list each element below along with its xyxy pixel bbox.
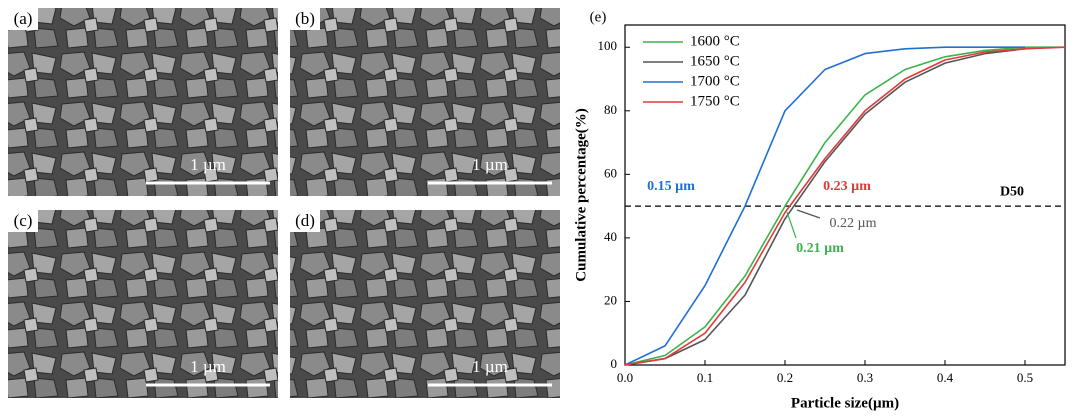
panel-label: (d) <box>295 211 315 230</box>
panel-label: (b) <box>295 9 315 28</box>
scale-bar-label: 1 µm <box>190 357 226 376</box>
y-tick-label: 0 <box>611 356 618 371</box>
sem-image <box>8 8 278 196</box>
y-axis-label: Cumulative percentage(%) <box>573 108 589 281</box>
panel-label-bg <box>290 8 320 30</box>
panel-label: (c) <box>14 211 33 230</box>
annotation-arrow <box>796 209 821 219</box>
scale-bar-label: 1 µm <box>190 155 226 174</box>
x-tick-label: 0.0 <box>617 370 633 385</box>
series-line <box>624 46 1066 366</box>
annotation: 0.15 µm <box>647 179 695 194</box>
scale-bar-label: 1 µm <box>472 357 508 376</box>
reference-label: D50 <box>1000 184 1024 199</box>
panel-label-bg <box>8 210 38 232</box>
legend-label: 1600 °C <box>690 33 740 49</box>
annotation-arrow <box>786 211 797 239</box>
panel-label-bg <box>8 8 38 30</box>
series-line <box>624 46 1065 366</box>
x-tick-label: 0.4 <box>937 370 954 385</box>
y-tick-label: 60 <box>604 165 617 180</box>
legend-label: 1750 °C <box>690 93 740 109</box>
y-tick-label: 80 <box>604 102 617 117</box>
x-tick-label: 0.3 <box>857 370 873 385</box>
y-tick-label: 40 <box>604 229 617 244</box>
x-tick-label: 0.1 <box>697 370 713 385</box>
legend-label: 1650 °C <box>690 53 740 69</box>
panel-label-bg <box>290 210 320 232</box>
scale-bar-label: 1 µm <box>472 155 508 174</box>
annotation: 0.23 µm <box>823 179 871 194</box>
sem-image <box>290 8 560 196</box>
annotation: 0.21 µm <box>796 241 844 256</box>
x-tick-label: 0.5 <box>1017 370 1033 385</box>
x-tick-label: 0.2 <box>777 370 793 385</box>
y-tick-label: 20 <box>604 292 617 307</box>
sem-image <box>8 210 278 398</box>
sem-panels: (a) 1 µm (b) 1 µm (c) 1 µm (d) 1 µm <box>8 8 560 398</box>
x-axis-label: Particle size(µm) <box>791 395 899 411</box>
legend-label: 1700 °C <box>690 73 740 89</box>
series-line <box>624 48 1026 366</box>
annotation: 0.22 µm <box>830 216 877 231</box>
panel-label: (a) <box>14 9 33 28</box>
y-tick-label: 100 <box>598 38 618 53</box>
chart: (e) 0 20 40 60 80 100 0.0 0.1 0.2 0.3 0.4 0.5 Particl… <box>573 9 1066 411</box>
panel-label: (e) <box>590 9 607 25</box>
series-line <box>624 46 1025 366</box>
sem-image <box>290 210 560 398</box>
plot-frame <box>624 24 1066 366</box>
